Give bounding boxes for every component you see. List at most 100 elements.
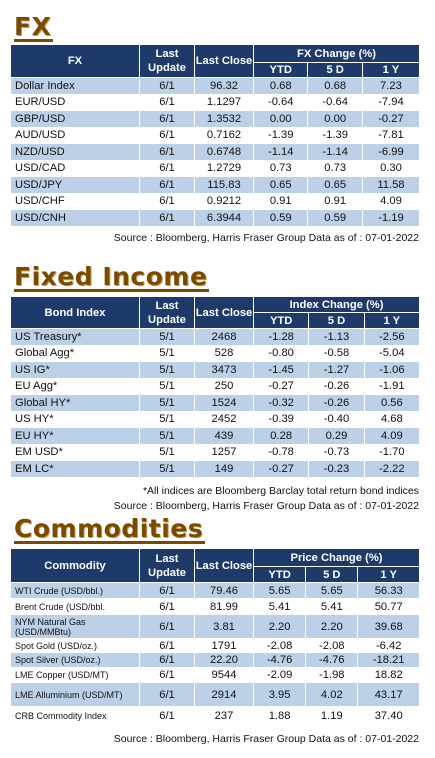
row-last-update: 6/1 — [139, 176, 195, 194]
row-ytd-change: 5.65 — [252, 582, 307, 599]
row-name: Spot Gold (USD/oz.) — [10, 638, 140, 653]
row-last-update: 5/1 — [139, 410, 195, 428]
table-row: AUD/USD 6/1 0.7162 -1.39 -1.39 -7.81 — [10, 126, 421, 144]
table-row: LME Alluminium (USD/MT) 6/1 2914 3.95 4.02 43… — [10, 682, 420, 707]
row-1y-change: 4.09 — [363, 427, 421, 445]
row-1y-change: 4.09 — [361, 192, 421, 210]
row-1y-change: 56.33 — [357, 582, 420, 599]
row-last-update: 6/1 — [139, 667, 195, 683]
row-name: Spot Silver (USD/oz.) — [10, 652, 140, 668]
row-last-update: 6/1 — [139, 77, 195, 95]
row-name: NZD/USD — [10, 143, 140, 161]
row-5d-change: -1.98 — [305, 667, 359, 683]
row-last-close: 2914 — [194, 682, 254, 707]
row-name: EM LC* — [10, 460, 140, 478]
table-row: NYM Natural Gas (USD/MMBtu) 6/1 3.81 2.20 2.… — [10, 614, 420, 639]
row-5d-change: 5.65 — [305, 582, 359, 599]
row-last-close: 1524 — [194, 394, 254, 412]
commodities-section-title: Commodities — [14, 514, 206, 544]
row-1y-change: -7.81 — [361, 126, 421, 144]
row-last-close: 1257 — [194, 443, 254, 461]
row-1y-change: -2.22 — [363, 460, 421, 478]
row-1y-change: -2.56 — [363, 328, 421, 346]
fx-source: Source : Bloomberg, Harris Fraser Group … — [113, 232, 419, 244]
row-5d-change: 0.00 — [307, 110, 363, 128]
row-name: US HY* — [10, 410, 140, 428]
row-name: LME Alluminium (USD/MT) — [10, 682, 140, 707]
row-last-close: 115.83 — [194, 176, 254, 194]
fi-header-ytd: YTD — [252, 312, 310, 329]
cm-header-change-group: Price Change (%) — [253, 548, 420, 567]
row-5d-change: 0.91 — [307, 192, 363, 210]
row-last-close: 22.20 — [194, 652, 254, 668]
row-last-update: 6/1 — [139, 598, 195, 615]
fx-header-last-update: Last Update — [139, 44, 195, 78]
commodities-title-text: Commodities — [14, 514, 204, 543]
row-name: US IG* — [10, 361, 140, 379]
row-last-close: 81.99 — [194, 598, 254, 615]
row-last-close: 439 — [194, 427, 254, 445]
row-1y-change: 37.40 — [357, 706, 420, 725]
row-name: USD/JPY — [10, 176, 140, 194]
row-last-close: 2452 — [194, 410, 254, 428]
row-last-update: 5/1 — [139, 460, 195, 478]
row-ytd-change: 0.00 — [252, 110, 309, 128]
row-1y-change: -6.99 — [361, 143, 421, 161]
fi-header-5d: 5 D — [308, 312, 365, 329]
row-ytd-change: -0.32 — [252, 394, 310, 412]
row-name: Brent Crude (USD/bbl. — [10, 598, 140, 615]
row-ytd-change: 0.68 — [252, 77, 309, 95]
row-ytd-change: -1.39 — [252, 126, 309, 144]
table-row: US Treasury* 5/1 2468 -1.28 -1.13 -2.56 — [10, 328, 421, 346]
row-5d-change: -4.76 — [305, 652, 359, 668]
row-1y-change: -1.70 — [363, 443, 421, 461]
row-5d-change: -1.39 — [307, 126, 363, 144]
row-name: USD/CAD — [10, 159, 140, 177]
row-ytd-change: 0.73 — [252, 159, 309, 177]
row-name: CRB Commodity Index — [10, 706, 140, 725]
row-ytd-change: -1.14 — [252, 143, 309, 161]
row-1y-change: -5.04 — [363, 344, 421, 362]
row-ytd-change: 2.20 — [252, 614, 307, 639]
row-name: Global Agg* — [10, 344, 140, 362]
row-last-update: 6/1 — [139, 192, 195, 210]
row-last-update: 6/1 — [139, 582, 195, 599]
table-row: EU HY* 5/1 439 0.28 0.29 4.09 — [10, 427, 421, 445]
row-last-update: 6/1 — [139, 93, 195, 111]
row-1y-change: 0.56 — [363, 394, 421, 412]
row-5d-change: -0.73 — [308, 443, 365, 461]
row-ytd-change: -0.64 — [252, 93, 309, 111]
row-ytd-change: -0.80 — [252, 344, 310, 362]
row-5d-change: -0.26 — [308, 394, 365, 412]
fi-header-last-update: Last Update — [139, 296, 195, 329]
row-last-close: 237 — [194, 706, 254, 725]
row-last-close: 250 — [194, 377, 254, 395]
row-5d-change: 0.59 — [307, 209, 363, 227]
row-name: GBP/USD — [10, 110, 140, 128]
row-last-close: 1791 — [194, 638, 254, 653]
row-last-update: 5/1 — [139, 394, 195, 412]
row-last-close: 528 — [194, 344, 254, 362]
row-name: WTI Crude (USD/bbl.) — [10, 582, 140, 599]
table-row: Spot Silver (USD/oz.) 6/1 22.20 -4.76 -4.76-… — [10, 652, 420, 668]
row-last-update: 6/1 — [139, 159, 195, 177]
row-last-update: 6/1 — [139, 614, 195, 639]
row-1y-change: 18.82 — [357, 667, 420, 683]
row-ytd-change: 3.95 — [252, 682, 307, 707]
commodities-table-body: WTI Crude (USD/bbl.) 6/1 79.46 5.65 5.65 56.3… — [10, 582, 420, 725]
row-5d-change: -1.14 — [307, 143, 363, 161]
commodities-source: Source : Bloomberg, Harris Fraser Group … — [113, 733, 419, 745]
row-name: EU HY* — [10, 427, 140, 445]
row-5d-change: 1.19 — [305, 706, 359, 725]
fixed-income-title-text: Fixed Income — [14, 262, 208, 291]
row-ytd-change: -0.27 — [252, 460, 310, 478]
table-row: WTI Crude (USD/bbl.) 6/1 79.46 5.65 5.65 56.3… — [10, 582, 420, 599]
row-ytd-change: -0.27 — [252, 377, 310, 395]
row-5d-change: 2.20 — [305, 614, 359, 639]
fx-header-change-group: FX Change (%) — [253, 44, 420, 63]
fx-header-name: FX — [10, 44, 140, 78]
table-row: CRB Commodity Index 6/1 237 1.88 1.19 37.40 — [10, 706, 420, 725]
row-1y-change: -18.21 — [357, 652, 420, 668]
row-1y-change: 7.23 — [361, 77, 421, 95]
row-name: EM USD* — [10, 443, 140, 461]
